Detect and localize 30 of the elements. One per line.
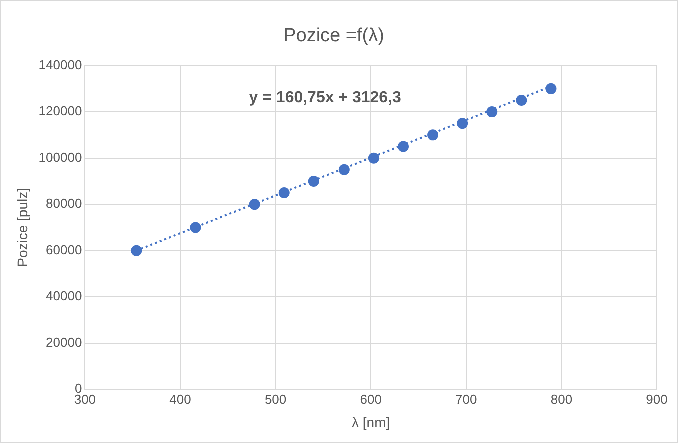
y-tick-label: 100000 <box>38 150 82 165</box>
x-tick-label: 500 <box>264 392 287 407</box>
y-tick-label: 120000 <box>38 104 82 119</box>
point <box>190 222 202 234</box>
point <box>546 83 557 94</box>
x-tick-label: 800 <box>550 392 573 407</box>
point <box>428 130 439 141</box>
point <box>338 164 350 176</box>
y-tick-label: 60000 <box>46 242 82 258</box>
point <box>516 94 528 106</box>
point <box>398 141 409 152</box>
y-tick-label: 20000 <box>46 334 82 350</box>
point <box>486 106 498 118</box>
point <box>308 176 320 187</box>
point <box>249 199 260 210</box>
point <box>457 118 468 130</box>
point <box>278 188 290 199</box>
x-tick-label: 600 <box>360 392 382 407</box>
y-tick-label: 40000 <box>46 288 82 304</box>
y-tick-label: 80000 <box>46 196 82 212</box>
x-tick-label: 700 <box>456 392 478 407</box>
x-tick-label: 900 <box>646 392 668 407</box>
annotation: y = 160,75x + 3126,3 <box>249 90 402 107</box>
y-axis-title: Pozice [pulz] <box>14 188 30 268</box>
point <box>131 245 142 256</box>
x-tick-label: 400 <box>170 392 192 407</box>
y-tick-label: 140000 <box>38 57 82 72</box>
x-axis-title: λ [nm] <box>352 414 390 430</box>
chart-title: Pozice =f(λ) <box>284 26 384 47</box>
point <box>368 152 380 164</box>
